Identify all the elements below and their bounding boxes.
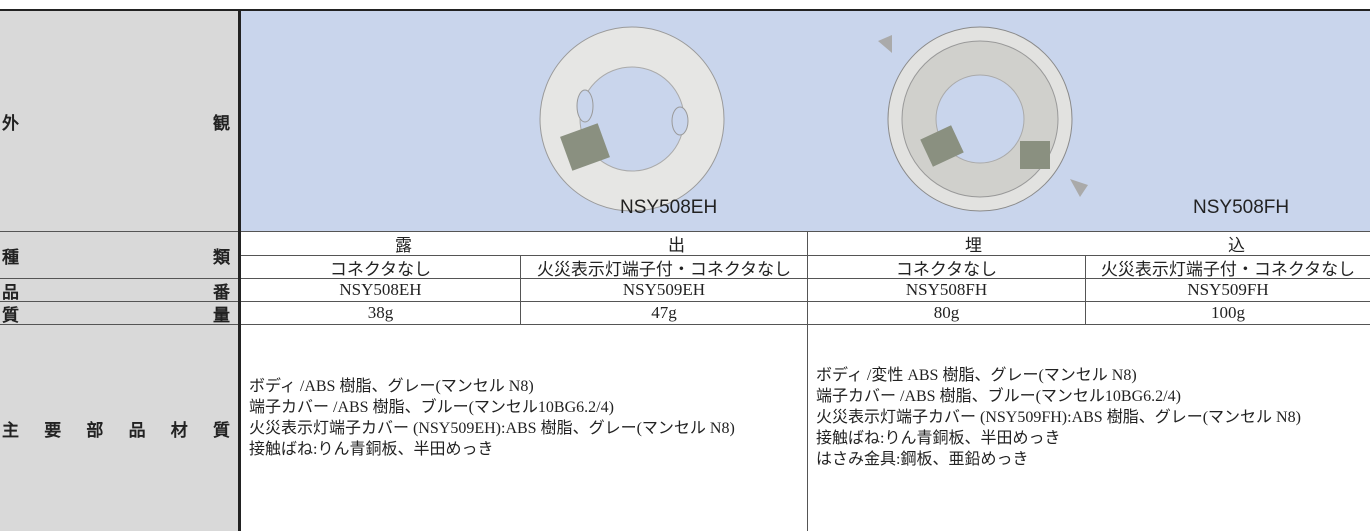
variant: 火災表示灯端子付・コネクタなし (536, 259, 792, 279)
weight: 100g (1211, 303, 1245, 322)
material-line: ボディ /ABS 樹脂、グレー(マンセル N8) (249, 378, 534, 395)
image-label: NSY508EH (620, 197, 718, 218)
weight: 38g (367, 303, 394, 322)
type-name: 埋込 (965, 232, 1245, 255)
top-border (0, 9, 1370, 11)
type-name: 露出 (395, 232, 685, 255)
materials: ボディ /変性 ABS 樹脂、グレー(マンセル N8) 端子カバー /ABS 樹脂… (816, 365, 1301, 470)
part-number: NSY508FH (905, 280, 988, 299)
material-line: 端子カバー /ABS 樹脂、ブルー(マンセル10BG6.2/4) (249, 399, 614, 416)
materials: ボディ /ABS 樹脂、グレー(マンセル N8) 端子カバー /ABS 樹脂、ブル… (249, 376, 735, 460)
rule (0, 231, 1370, 232)
weight: 47g (651, 303, 677, 322)
material-line: 火災表示灯端子カバー (NSY509FH):ABS 樹脂、グレー(マンセル N8… (816, 409, 1301, 426)
row-header-text: 質量 (2, 305, 230, 326)
row-header: 主要部品材質 (0, 325, 240, 531)
part-number: NSY509FH (1187, 280, 1269, 299)
row-header: 品番 (0, 279, 240, 303)
header-divider (238, 11, 241, 531)
rule (1085, 255, 1086, 325)
row-header: 質量 (0, 302, 240, 326)
part-number: NSY508EH (339, 280, 422, 299)
product-images (539, 26, 1088, 212)
variant: コネクタなし (329, 259, 432, 279)
row-header: 種類 (0, 232, 240, 278)
material-line: ボディ /変性 ABS 樹脂、グレー(マンセル N8) (816, 367, 1137, 384)
material-line: 接触ばね:りん青銅板、半田めっき (249, 441, 494, 458)
rule (807, 231, 808, 531)
row-header-text: 種類 (2, 247, 230, 268)
product-image (539, 26, 725, 212)
rule (0, 324, 1370, 325)
type-name-text: 埋込 (965, 236, 1245, 255)
product-image (878, 26, 1088, 212)
part-number: NSY509EH (622, 280, 706, 299)
material-line: 端子カバー /ABS 樹脂、ブルー(マンセル10BG6.2/4) (816, 388, 1181, 405)
variant: 火災表示灯端子付・コネクタなし (1100, 259, 1356, 279)
image-label: NSY508FH (1193, 197, 1290, 218)
material-line: はさみ金具:鋼板、亜鉛めっき (816, 451, 1029, 468)
row-header-text: 外観 (2, 113, 230, 134)
row-header-text: 品番 (2, 282, 230, 303)
row-header-text: 主要部品材質 (2, 420, 230, 441)
rule (0, 301, 1370, 302)
material-line: 火災表示灯端子カバー (NSY509EH):ABS 樹脂、グレー(マンセル N8… (249, 420, 735, 437)
rule (0, 278, 1370, 279)
rule (520, 255, 521, 325)
type-name-text: 露出 (395, 236, 685, 255)
variant: コネクタなし (895, 259, 998, 279)
weight: 80g (933, 303, 960, 322)
row-header: 外観 (0, 11, 240, 231)
appearance-bg (240, 11, 1370, 231)
material-line: 接触ばね:りん青銅板、半田めっき (816, 430, 1061, 447)
rule (240, 255, 1370, 256)
